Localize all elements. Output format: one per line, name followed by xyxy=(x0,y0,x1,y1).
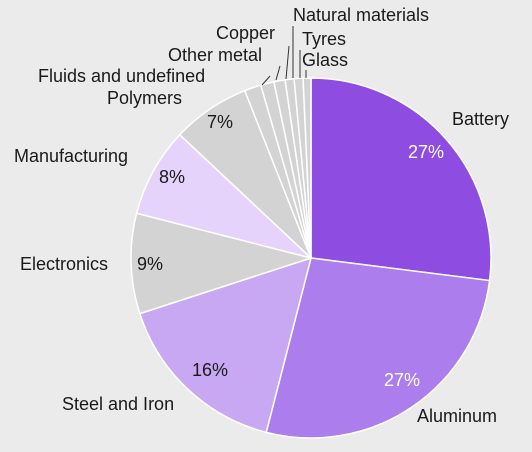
percentage-labels: 27% 27% 16% 9% 8% 7% xyxy=(137,112,444,390)
percent-label-polymers: 7% xyxy=(207,112,233,132)
leader-line-fluids-and-undefined xyxy=(261,75,271,86)
pie-slice-battery xyxy=(310,77,492,282)
category-label-battery: Battery xyxy=(452,109,509,129)
category-label-other-metal: Other metal xyxy=(168,45,262,65)
leader-line-other-metal xyxy=(275,65,281,81)
leader-lines xyxy=(261,26,307,86)
percent-label-steel-and-iron: 16% xyxy=(192,360,228,380)
category-label-tyres: Tyres xyxy=(302,29,346,49)
category-label-electronics: Electronics xyxy=(20,254,108,274)
percent-label-battery: 27% xyxy=(408,142,444,162)
percent-label-electronics: 9% xyxy=(137,254,163,274)
category-label-aluminum: Aluminum xyxy=(417,406,497,426)
pie-slice-aluminum xyxy=(265,257,491,439)
pie-slice-electronics xyxy=(130,212,314,315)
percent-label-manufacturing: 8% xyxy=(159,167,185,187)
leader-line-copper xyxy=(285,45,290,80)
category-label-natural-materials: Natural materials xyxy=(293,5,429,25)
percent-label-aluminum: 27% xyxy=(384,370,420,390)
category-label-copper: Copper xyxy=(216,23,275,43)
pie-slice-glass xyxy=(302,77,312,259)
category-labels: Battery Aluminum Steel and Iron Electronics… xyxy=(14,5,509,426)
pie-slice-manufacturing xyxy=(135,133,312,259)
pie-slices xyxy=(130,77,492,439)
category-label-fluids-and-undefined: Fluids and undefined xyxy=(38,66,205,86)
category-label-polymers: Polymers xyxy=(107,88,182,108)
category-label-manufacturing: Manufacturing xyxy=(14,146,128,166)
category-label-steel-and-iron: Steel and Iron xyxy=(62,394,174,414)
pie-slice-steel-and-iron xyxy=(138,256,313,434)
category-label-glass: Glass xyxy=(302,50,348,70)
